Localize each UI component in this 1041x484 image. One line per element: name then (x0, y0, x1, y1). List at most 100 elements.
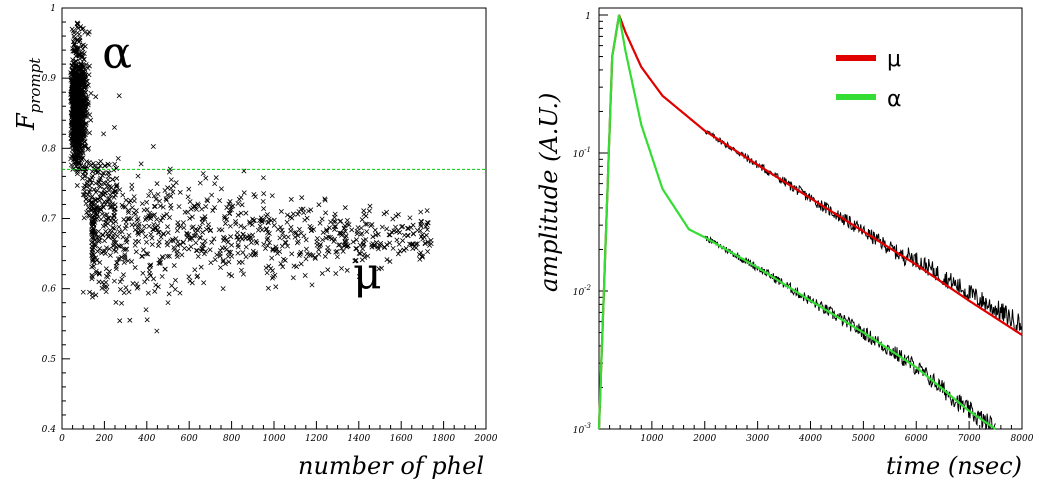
scatter-point (72, 84, 78, 90)
scatter-point (295, 238, 301, 244)
scatter-point (107, 204, 113, 210)
scatter-point (70, 103, 76, 109)
scatter-point (278, 209, 284, 214)
scatter-point (122, 252, 128, 258)
scatter-point (99, 250, 105, 256)
scatter-point (148, 273, 154, 279)
scatter-point (165, 300, 171, 306)
scatter-point (324, 248, 330, 254)
scatter-point (368, 223, 374, 229)
scatter-point (165, 224, 171, 230)
left-x-tick-label: 1400 (347, 434, 370, 444)
scatter-point (198, 264, 204, 270)
scatter-point (317, 243, 323, 249)
scatter-point (417, 256, 423, 262)
scatter-point (112, 161, 118, 167)
scatter-point (105, 233, 111, 239)
scatter-point (71, 134, 77, 140)
scatter-point (428, 237, 434, 243)
scatter-point (85, 65, 91, 71)
scatter-point (384, 226, 390, 232)
scatter-point (247, 235, 253, 241)
scatter-point (361, 208, 367, 214)
scatter-point (122, 247, 128, 252)
scatter-point (157, 203, 163, 209)
right-x-tick-label: 8000 (1011, 434, 1034, 444)
scatter-point (365, 253, 371, 259)
scatter-point (338, 230, 344, 236)
scatter-point (74, 96, 80, 102)
scatter-point (343, 242, 349, 248)
scatter-point (133, 249, 139, 255)
scatter-point (89, 235, 95, 241)
scatter-point (228, 234, 234, 240)
scatter-point (213, 175, 219, 181)
scatter-point (93, 270, 99, 276)
scatter-point (222, 213, 228, 219)
scatter-point (73, 45, 79, 51)
left-y-tick-label: 1 (50, 4, 56, 14)
scatter-point (106, 188, 112, 193)
scatter-point (226, 271, 232, 277)
scatter-point (274, 250, 280, 256)
scatter-point (424, 227, 430, 233)
scatter-point (75, 124, 81, 130)
scatter-point (397, 230, 403, 235)
legend-label-mu: μ (887, 47, 901, 72)
scatter-point (337, 230, 343, 236)
scatter-point (91, 186, 97, 192)
scatter-point (103, 289, 109, 295)
scatter-point (411, 231, 417, 237)
scatter-point (84, 113, 90, 119)
scatter-point (93, 292, 99, 298)
right-x-tick-label: 6000 (905, 434, 928, 444)
scatter-point (332, 214, 337, 220)
scatter-point (390, 245, 396, 251)
scatter-point (152, 212, 158, 218)
scatter-point (84, 178, 90, 184)
scatter-point (94, 188, 100, 194)
scatter-point (311, 226, 317, 232)
scatter-point (387, 240, 393, 246)
scatter-point (304, 215, 310, 221)
scatter-point (122, 254, 128, 260)
scatter-point (337, 242, 343, 248)
scatter-point (171, 262, 177, 268)
scatter-point (284, 219, 290, 225)
scatter-point (277, 235, 283, 241)
scatter-point (77, 100, 83, 106)
scatter-point (89, 243, 95, 249)
scatter-point (257, 223, 263, 229)
scatter-point (135, 229, 141, 235)
scatter-point (270, 274, 276, 279)
scatter-point (174, 228, 180, 234)
scatter-point (177, 189, 183, 195)
scatter-point (308, 225, 314, 231)
scatter-point (88, 117, 94, 123)
scatter-point (189, 214, 195, 220)
scatter-point (424, 208, 430, 214)
scatter-point (144, 317, 150, 323)
scatter-point (279, 243, 285, 249)
scatter-point (135, 216, 141, 222)
series-line-mu (597, 14, 1023, 430)
scatter-point (106, 246, 112, 252)
right-y-axis-label: amplitude (A.U.) (535, 93, 563, 292)
scatter-point (353, 237, 359, 243)
scatter-point (212, 181, 218, 187)
right-x-tick-label: 5000 (852, 434, 875, 444)
scatter-point (298, 261, 304, 267)
scatter-point (200, 171, 206, 177)
scatter-point (126, 200, 132, 206)
scatter-point (91, 259, 97, 265)
scatter-point (98, 158, 104, 164)
scatter-point (263, 265, 269, 271)
scatter-point (370, 234, 376, 240)
scatter-point (357, 251, 363, 257)
scatter-point (149, 235, 155, 241)
scatter-point (265, 243, 271, 249)
scatter-point (102, 190, 108, 196)
scatter-point (82, 173, 88, 179)
scatter-point (363, 237, 369, 243)
scatter-point (86, 159, 92, 165)
